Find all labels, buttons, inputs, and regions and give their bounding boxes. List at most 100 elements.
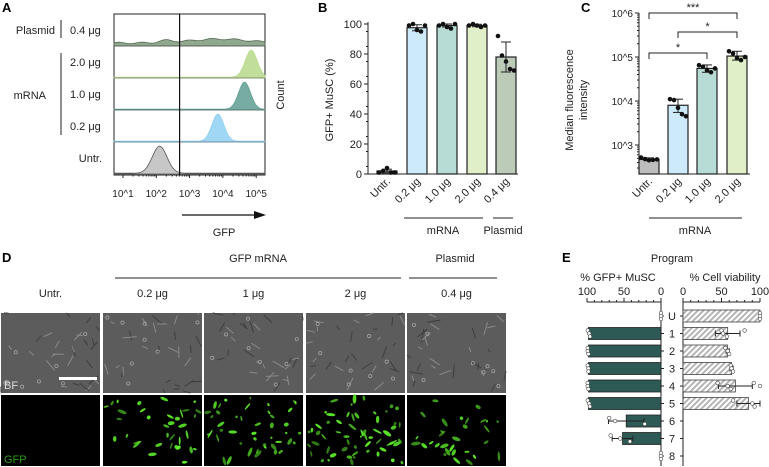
cell-outline bbox=[353, 319, 360, 324]
gfp-cell bbox=[326, 420, 331, 424]
gfp-cell bbox=[389, 404, 394, 409]
round-cell bbox=[224, 332, 228, 337]
cell-outline bbox=[28, 351, 35, 356]
cell-outline bbox=[184, 357, 192, 367]
data-point bbox=[727, 351, 732, 357]
data-point bbox=[586, 351, 591, 357]
gfp-fluorescence-image bbox=[103, 395, 202, 466]
x-tick-label: 10^4 bbox=[212, 189, 234, 200]
program-label: U bbox=[668, 311, 676, 323]
data-point bbox=[452, 21, 458, 27]
gfp-cell bbox=[415, 435, 419, 440]
gfp-cell bbox=[206, 433, 210, 436]
left-x-tick-label: 0 bbox=[658, 286, 664, 298]
data-point bbox=[720, 331, 726, 336]
data-point bbox=[388, 170, 394, 175]
gfp-cell bbox=[359, 435, 362, 438]
cell-outline bbox=[227, 349, 230, 356]
data-point bbox=[422, 23, 428, 28]
gfp-cell bbox=[363, 432, 368, 441]
data-point bbox=[730, 398, 736, 403]
round-cell bbox=[368, 374, 373, 379]
cell-outline bbox=[292, 357, 300, 360]
round-cell bbox=[346, 382, 351, 387]
scale-bar bbox=[59, 377, 97, 380]
y-tick-label: 0 bbox=[356, 169, 362, 181]
gfp-cell bbox=[444, 448, 451, 456]
cell-outline bbox=[406, 354, 411, 359]
right-x-tick-label: 100 bbox=[751, 286, 769, 298]
cell-outline bbox=[309, 373, 316, 381]
cell-outline bbox=[85, 317, 92, 324]
cell-outline bbox=[61, 385, 67, 388]
gfp-cell bbox=[464, 450, 470, 453]
cell-outline bbox=[389, 368, 400, 373]
x-tick-label: Untr. bbox=[630, 176, 655, 201]
gfp-cell bbox=[354, 412, 360, 419]
gfp-cell bbox=[210, 415, 214, 419]
data-point bbox=[704, 67, 710, 73]
data-point bbox=[613, 418, 618, 424]
brightfield-image bbox=[406, 313, 507, 393]
cell-outline bbox=[110, 321, 115, 325]
gfp-cell bbox=[327, 458, 330, 462]
gfp-cell bbox=[321, 433, 327, 440]
gfp-cell bbox=[348, 423, 357, 431]
brightfield-background bbox=[204, 313, 303, 393]
data-point bbox=[675, 105, 681, 111]
data-point bbox=[696, 62, 702, 68]
gfp-cell bbox=[251, 431, 257, 435]
panel-label-e: E bbox=[562, 250, 571, 265]
gfp-cell bbox=[262, 443, 267, 447]
cell-outline bbox=[174, 314, 178, 325]
gfp-cell bbox=[193, 400, 197, 403]
data-point bbox=[587, 334, 593, 339]
cell-outline bbox=[67, 355, 74, 366]
cell-outline bbox=[377, 336, 381, 341]
gfp-cell bbox=[249, 396, 252, 400]
significance-bracket bbox=[677, 31, 738, 38]
gfp-cell bbox=[185, 430, 189, 440]
cell-outline bbox=[496, 315, 505, 323]
gfp-cell bbox=[254, 450, 262, 458]
cell-outline bbox=[115, 364, 120, 369]
brightfield-background bbox=[306, 313, 405, 393]
round-cell bbox=[37, 379, 41, 384]
cell-outline bbox=[439, 369, 452, 376]
round-cell bbox=[54, 363, 59, 368]
gfp-cell bbox=[389, 439, 398, 446]
program-label: 1 bbox=[669, 329, 675, 341]
data-point bbox=[586, 369, 591, 374]
gfp-cell bbox=[410, 441, 421, 446]
gfp-cell bbox=[110, 400, 114, 406]
gfp-cell bbox=[292, 441, 296, 445]
data-point bbox=[667, 96, 673, 102]
gfp-cell bbox=[254, 422, 262, 427]
cell-outline bbox=[152, 322, 157, 333]
cell-outline bbox=[424, 336, 429, 346]
gfp-cell bbox=[441, 418, 448, 427]
data-point bbox=[712, 66, 718, 71]
data-point bbox=[414, 27, 420, 33]
gfp-fluorescence-image bbox=[407, 395, 506, 466]
panel-d-micrographs: GFP mRNA Plasmid Untr. 0.2 μg 1 μg 2 μg 0.4 … bbox=[0, 253, 507, 466]
gfp-cell bbox=[181, 409, 190, 412]
round-cell bbox=[470, 361, 475, 366]
histogram-1 bbox=[113, 49, 266, 79]
gfp-fluorescence-image bbox=[306, 394, 405, 466]
gfp-cell bbox=[398, 421, 401, 428]
cell-outline bbox=[305, 341, 313, 344]
gfp-cell bbox=[315, 430, 321, 436]
gfp-cell bbox=[346, 455, 353, 459]
bar-3 bbox=[466, 24, 488, 175]
gfp-cell bbox=[390, 458, 395, 463]
gfp-cell bbox=[464, 417, 469, 424]
cell-outline bbox=[162, 388, 166, 394]
panel-label-d: D bbox=[2, 250, 11, 265]
x-tick-label: 0.2 μg bbox=[393, 176, 423, 206]
cell-outline bbox=[263, 314, 273, 324]
round-cell bbox=[195, 320, 200, 325]
gfp-cell bbox=[395, 406, 399, 411]
left-x-tick-label: 50 bbox=[618, 286, 630, 298]
bar-1 bbox=[406, 27, 428, 175]
